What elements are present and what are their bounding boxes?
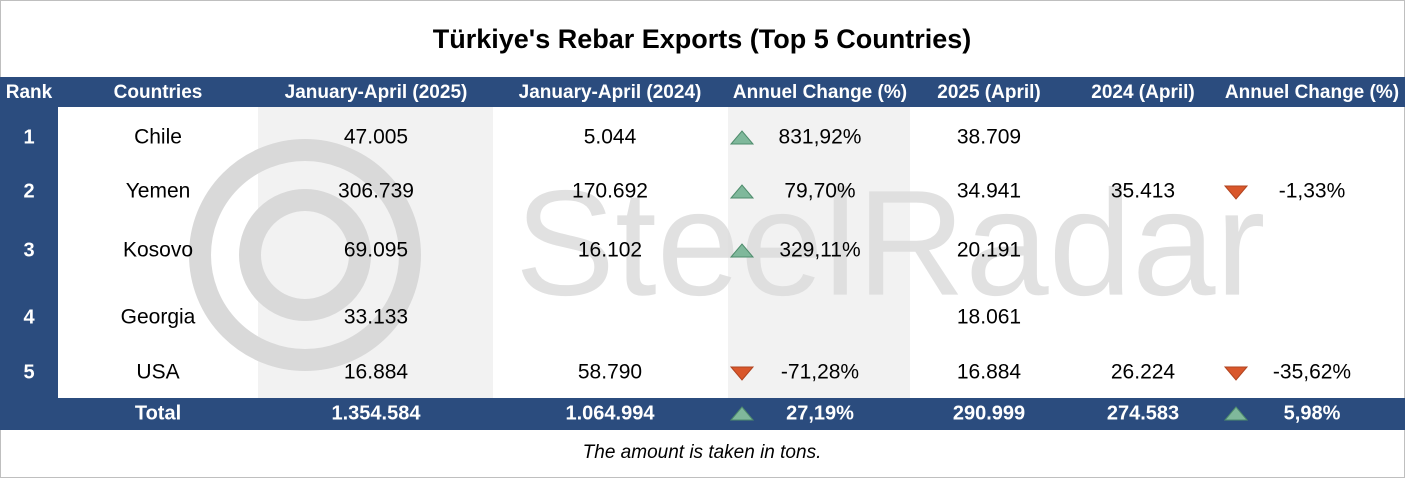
arrow-up <box>729 406 755 421</box>
cell: 20.191 <box>957 239 1021 262</box>
cell: 69.095 <box>344 239 408 262</box>
arrow-up <box>1223 406 1249 421</box>
total-cell: 290.999 <box>953 402 1025 424</box>
arrow-up <box>729 243 755 258</box>
total-cell: 27,19% <box>786 402 854 424</box>
cell: 47.005 <box>344 126 408 149</box>
rank: 4 <box>23 306 35 328</box>
cell: -1,33% <box>1279 180 1346 203</box>
cell: 329,11% <box>779 239 860 262</box>
arrow-down <box>1223 366 1249 381</box>
watermark: SteelRadar <box>515 159 1265 327</box>
cell: 38.709 <box>957 126 1021 149</box>
cell: 831,92% <box>779 126 862 149</box>
title: Türkiye's Rebar Exports (Top 5 Countries… <box>433 24 972 54</box>
rank-column <box>0 107 58 398</box>
cell: 18.061 <box>957 306 1021 329</box>
cell: 58.790 <box>578 361 642 384</box>
arrow-up <box>729 130 755 145</box>
column-header: Annuel Change (%) <box>1225 82 1399 103</box>
column-header: Rank <box>6 82 53 103</box>
rank: 3 <box>23 239 34 261</box>
cell: Chile <box>134 126 182 149</box>
arrow-down <box>1223 185 1249 200</box>
cell: 26.224 <box>1111 361 1176 384</box>
rank: 1 <box>23 126 34 148</box>
column-header: 2024 (April) <box>1091 82 1194 103</box>
total-cell: 274.583 <box>1107 402 1179 424</box>
total-row <box>0 398 1405 430</box>
cell: Yemen <box>126 180 191 203</box>
column-header: Countries <box>114 82 203 103</box>
rank: 5 <box>23 361 34 383</box>
rank: 2 <box>23 180 34 202</box>
cell: 170.692 <box>572 180 648 203</box>
footnote: The amount is taken in tons. <box>583 442 822 463</box>
cell: 306.739 <box>338 180 414 203</box>
total-cell: Total <box>135 402 181 424</box>
total-cell: 1.064.994 <box>566 402 656 424</box>
column-header: January-April (2024) <box>519 82 702 103</box>
column-band <box>728 107 910 398</box>
cell: 5.044 <box>584 126 637 149</box>
cell: -71,28% <box>781 361 859 384</box>
cell: 79,70% <box>784 180 855 203</box>
column-header: 2025 (April) <box>937 82 1040 103</box>
total-cell: 5,98% <box>1284 402 1341 424</box>
cell: Kosovo <box>123 239 193 262</box>
column-header: January-April (2025) <box>285 82 468 103</box>
cell: -35,62% <box>1273 361 1351 384</box>
cell: 35.413 <box>1111 180 1175 203</box>
cell: 33.133 <box>344 306 408 329</box>
arrow-down <box>729 366 755 381</box>
cell: 16.102 <box>578 239 642 262</box>
cell: Georgia <box>121 306 196 329</box>
cell: 16.884 <box>344 361 409 384</box>
header-row <box>0 77 1405 107</box>
cell: 16.884 <box>957 361 1022 384</box>
cell: USA <box>136 361 179 384</box>
arrow-up <box>729 184 755 199</box>
cell: 34.941 <box>957 180 1021 203</box>
column-header: Annuel Change (%) <box>733 82 907 103</box>
watermark-logo <box>189 139 421 371</box>
total-cell: 1.354.584 <box>332 402 422 424</box>
